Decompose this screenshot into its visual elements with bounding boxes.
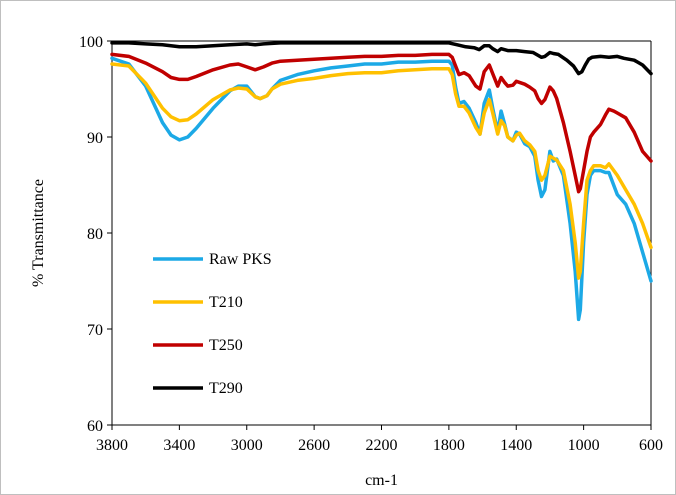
x-tick-label: 2200 [366,437,398,454]
legend: Raw PKS T210 T250 T290 [153,251,272,397]
y-axis-title: % Transmittance [30,179,47,287]
x-tick-label: 3000 [231,437,263,454]
x-tick-label: 3800 [96,437,128,454]
x-tick-label: 2600 [298,437,330,454]
x-axis-title: cm-1 [365,472,398,489]
y-tick-label: 60 [87,418,103,435]
x-tick-label: 600 [639,437,663,454]
y-tick-label: 80 [87,226,103,243]
series-line-t290 [110,41,653,76]
y-ticks: 60 70 80 90 100 [79,34,112,435]
x-tick-label: 1400 [500,437,532,454]
legend-label: T290 [209,380,243,397]
x-tick-label: 1800 [433,437,465,454]
x-ticks: 3800 3400 3000 2600 2200 1800 1400 1000 600 [96,425,663,454]
x-tick-label: 1000 [568,437,600,454]
series-line-t250 [110,52,653,194]
legend-label: T250 [209,337,243,354]
legend-label: Raw PKS [209,251,272,268]
series-lines [110,41,653,322]
x-tick-label: 3400 [163,437,195,454]
legend-label: T210 [209,294,243,311]
y-tick-label: 70 [87,322,103,339]
y-tick-label: 100 [79,34,103,51]
series-line-t210 [110,62,653,280]
y-tick-label: 90 [87,130,103,147]
series-line-raw-pks [110,56,653,322]
